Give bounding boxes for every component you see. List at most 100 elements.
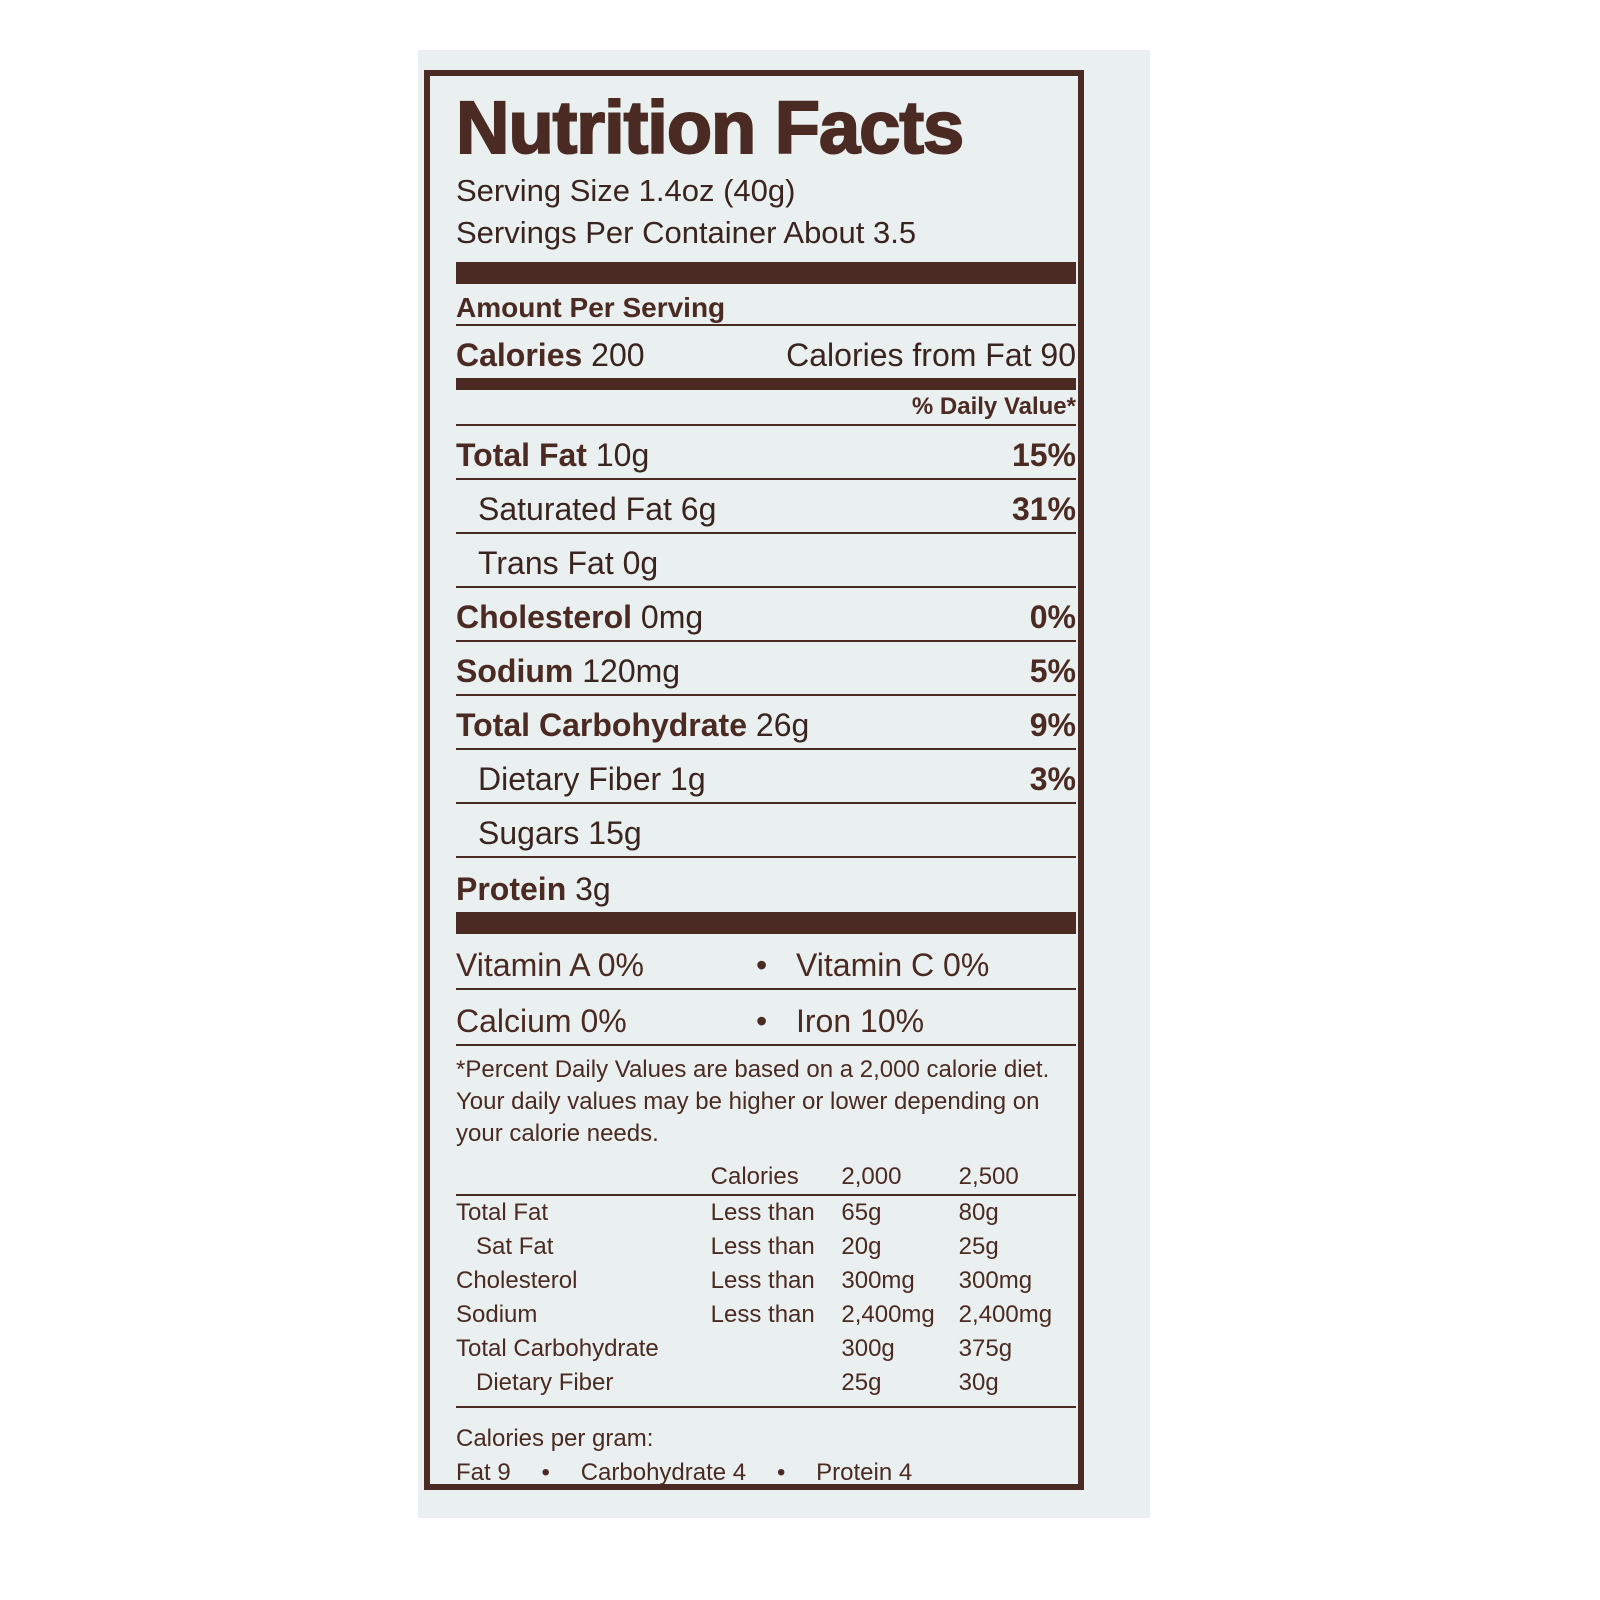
- nutrient-row: Cholesterol 0mg 0%: [456, 588, 1076, 642]
- divider-thick: [456, 912, 1076, 934]
- vitamin-left: Calcium 0%: [456, 1003, 627, 1039]
- calories-from-fat: Calories from Fat 90: [786, 337, 1076, 373]
- daily-values-table: Calories 2,000 2,500 Total Fat Less than 65g 8…: [456, 1160, 1076, 1400]
- dv-table-cell: 300g: [841, 1335, 895, 1362]
- nutrient-daily-value: 15%: [1011, 437, 1076, 473]
- dv-table-cell: 25g: [958, 1233, 999, 1260]
- nutrient-daily-value: 3%: [1029, 761, 1076, 797]
- title: Nutrition Facts: [455, 85, 965, 170]
- calories-per-gram: Calories per gram: Fat 9 • Carbohydrate 4 •…: [456, 1422, 1076, 1490]
- vitamin-row: Vitamin A 0% • Vitamin C 0%: [456, 934, 1076, 990]
- dv-table-cell: Sat Fat: [476, 1233, 554, 1260]
- dv-table-cell: 30g: [958, 1369, 999, 1396]
- nutrient-amount: 0mg: [640, 599, 704, 635]
- nutrient-row: Trans Fat 0g: [456, 534, 1076, 588]
- fat-per-gram: Fat 9: [456, 1459, 511, 1486]
- dv-table-cell: Less than: [710, 1233, 815, 1260]
- dv-table-cell: [711, 1332, 842, 1366]
- divider-medium: [456, 380, 1076, 390]
- nutrient-name: Dietary Fiber: [478, 761, 662, 797]
- bullet: •: [776, 1459, 786, 1486]
- dv-table-row: Total Carbohydrate 300g 375g: [456, 1332, 1076, 1366]
- dv-table-header-cell: [456, 1160, 711, 1195]
- nutrient-amount: 0g: [622, 545, 659, 581]
- nutrient-amount: 6g: [680, 491, 717, 527]
- dv-table-cell: Total Fat: [456, 1199, 549, 1226]
- nutrient-name: Trans Fat: [478, 545, 614, 581]
- nutrient-row: Total Fat 10g 15%: [456, 426, 1076, 480]
- protein-per-gram: Protein 4: [816, 1459, 913, 1486]
- dv-table-cell: Total Carbohydrate: [456, 1335, 659, 1362]
- dv-table-row: Cholesterol Less than 300mg 300mg: [456, 1264, 1076, 1298]
- nutrient-name: Protein: [456, 871, 567, 907]
- footnote: *Percent Daily Values are based on a 2,0…: [456, 1056, 1050, 1147]
- nutrient-name: Sodium: [456, 653, 574, 689]
- dv-table-row: Sat Fat Less than 20g 25g: [456, 1230, 1076, 1264]
- nutrition-facts-panel: Nutrition Facts Serving Size 1.4oz (40g)…: [424, 70, 1084, 1490]
- bullet: •: [541, 1459, 550, 1486]
- vitamin-right: Iron 10%: [796, 1003, 925, 1039]
- dv-table-cell: Less than: [710, 1301, 815, 1328]
- nutrient-amount: 26g: [755, 707, 810, 743]
- calories-row: Calories 200 Calories from Fat 90: [456, 326, 1076, 380]
- dv-table-cell: 80g: [958, 1199, 999, 1226]
- dv-table-header-cell: Calories: [710, 1163, 799, 1190]
- calories-value: 200: [591, 337, 645, 373]
- nutrient-name: Sugars: [478, 815, 580, 851]
- nutrient-row: Sugars 15g: [456, 804, 1076, 858]
- dv-table-cell: 20g: [841, 1233, 882, 1260]
- divider-thin: [456, 1406, 1076, 1408]
- nutrient-amount: 15g: [588, 815, 642, 851]
- dv-table-cell: 375g: [958, 1335, 1013, 1362]
- nutrient-daily-value: 0%: [1029, 599, 1076, 635]
- calories-label: Calories: [456, 337, 583, 373]
- dv-table-cell: 25g: [841, 1369, 882, 1396]
- nutrient-row: Saturated Fat 6g 31%: [456, 480, 1076, 534]
- nutrient-name: Total Carbohydrate: [456, 707, 747, 743]
- dv-table-cell: 2,400mg: [841, 1301, 935, 1328]
- nutrient-row: Total Carbohydrate 26g 9%: [456, 696, 1076, 750]
- servings-per-container: Servings Per Container About 3.5: [456, 215, 917, 250]
- vitamin-left: Vitamin A 0%: [456, 947, 644, 983]
- dv-table-cell: [711, 1366, 842, 1400]
- nutrient-name: Total Fat: [456, 437, 587, 473]
- bullet: •: [756, 947, 768, 983]
- amount-per-serving: Amount Per Serving: [456, 284, 1076, 326]
- nutrient-amount: 10g: [595, 437, 650, 473]
- dv-table-header-cell: 2,500: [958, 1163, 1019, 1190]
- dv-table-cell: 300mg: [958, 1267, 1033, 1294]
- dv-table-cell: 300mg: [841, 1267, 915, 1294]
- nutrient-amount: 120mg: [582, 653, 681, 689]
- serving-size: Serving Size 1.4oz (40g): [456, 173, 796, 208]
- label-background: [418, 50, 1150, 1518]
- divider-thick: [456, 262, 1076, 284]
- nutrient-name: Saturated Fat: [478, 491, 672, 527]
- nutrient-row: Dietary Fiber 1g 3%: [456, 750, 1076, 804]
- nutrient-daily-value: 9%: [1029, 707, 1076, 743]
- nutrient-daily-value: 5%: [1029, 653, 1076, 689]
- nutrient-daily-value: 31%: [1011, 491, 1076, 527]
- nutrient-amount: 3g: [575, 871, 611, 907]
- nutrient-row: Protein 3g: [456, 858, 1076, 912]
- nutrient-name: Cholesterol: [456, 599, 633, 635]
- dv-table-header: Calories 2,000 2,500: [456, 1160, 1076, 1195]
- dv-table-cell: 2,400mg: [958, 1301, 1053, 1328]
- vitamin-right: Vitamin C 0%: [796, 947, 990, 983]
- daily-value-header: % Daily Value*: [456, 390, 1076, 426]
- dv-table-cell: Sodium: [456, 1301, 538, 1328]
- dv-table-cell: Cholesterol: [456, 1267, 578, 1294]
- dv-table-cell: Less than: [710, 1199, 815, 1226]
- carb-per-gram: Carbohydrate 4: [580, 1459, 747, 1486]
- dv-table-row: Dietary Fiber 25g 30g: [456, 1366, 1076, 1400]
- calories-per-gram-label: Calories per gram:: [456, 1425, 654, 1452]
- nutrient-amount: 1g: [670, 761, 706, 797]
- nutrient-row: Sodium 120mg 5%: [456, 642, 1076, 696]
- dv-table-row: Total Fat Less than 65g 80g: [456, 1195, 1076, 1230]
- bullet: •: [756, 1003, 768, 1039]
- dv-table-cell: 65g: [841, 1199, 882, 1226]
- vitamin-row: Calcium 0% • Iron 10%: [456, 990, 1076, 1046]
- dv-table-cell: Dietary Fiber: [476, 1369, 614, 1396]
- dv-table-header-cell: 2,000: [841, 1163, 902, 1190]
- dv-table-cell: Less than: [710, 1267, 815, 1294]
- dv-table-row: Sodium Less than 2,400mg 2,400mg: [456, 1298, 1076, 1332]
